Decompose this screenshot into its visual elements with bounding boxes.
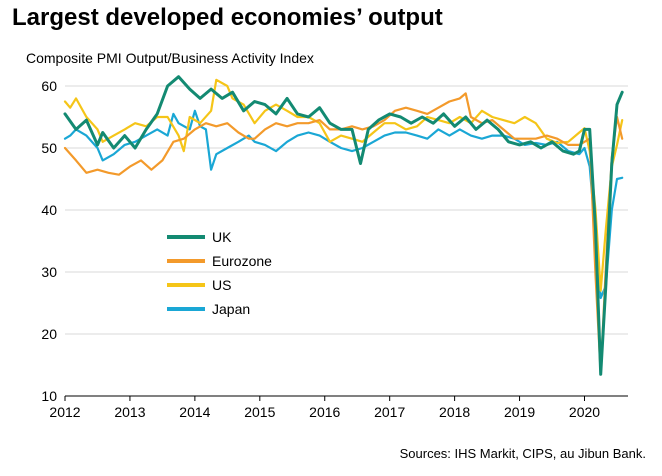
legend-label-eurozone: Eurozone [212,253,272,269]
series-line-uk [63,75,624,376]
series-lines [63,75,624,376]
x-tick-label-2016: 2016 [309,404,340,420]
y-tick-label-10: 10 [41,388,57,404]
x-tick-label-2020: 2020 [569,404,600,420]
x-tick-label-2015: 2015 [244,404,275,420]
y-tick-label-60: 60 [41,78,57,94]
legend-label-japan: Japan [212,301,250,317]
source-note: Sources: IHS Markit, CIPS, au Jibun Bank… [399,446,646,461]
y-tick-label-20: 20 [41,326,57,342]
x-tick-label-2018: 2018 [439,404,470,420]
y-tick-label-50: 50 [41,140,57,156]
legend-label-us: US [212,277,231,293]
x-tick-label-2017: 2017 [374,404,405,420]
y-tick-label-40: 40 [41,202,57,218]
x-tick-label-2012: 2012 [49,404,80,420]
x-tick-label-2013: 2013 [114,404,145,420]
x-tick-label-2019: 2019 [504,404,535,420]
series-line-us [63,78,624,292]
gridlines [65,85,628,397]
x-axis-ticks: 2012 2013 2014 2015 2016 2017 2018 2019 2020 [49,396,600,420]
y-tick-label-30: 30 [41,264,57,280]
legend-label-uk: UK [212,229,232,245]
legend: UK Eurozone US Japan [167,229,272,317]
chart-title: Largest developed economies’ output [12,4,443,31]
y-axis-label: Composite PMI Output/Business Activity I… [26,50,314,66]
y-axis-ticks: 10 20 30 40 50 60 [41,78,57,404]
x-tick-label-2014: 2014 [179,404,210,420]
